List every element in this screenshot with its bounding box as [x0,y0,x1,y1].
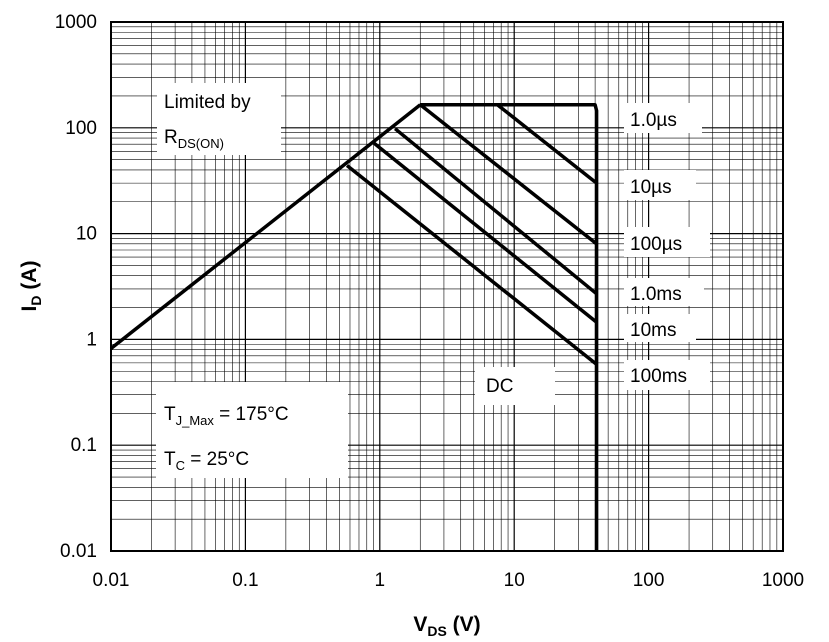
limited-by-annotation: Limited by RDS(ON) [157,83,281,155]
curve-label-box [624,103,702,133]
y-axis-title-unit: (A) [18,261,41,296]
plot-frame [110,21,784,552]
curve-label-box [624,278,704,306]
curve-label-1us: 1.0µs [630,110,677,131]
curve-label-box [475,367,555,405]
y-tick-label: 1000 [55,12,97,33]
tj-sub: J_Max [176,413,215,428]
curve-label-10us: 10µs [630,177,672,198]
y-tick-labels: 0.01 0.1 1 10 100 1000 [55,12,97,562]
curve-label-10ms: 10ms [630,320,676,341]
curve-label-box [624,314,696,342]
y-tick-label: 100 [65,118,97,139]
tc-rest: = 25°C [185,449,249,470]
curve-labels: 1.0µs 10µs 100µs 1.0ms 10ms 100ms DC [475,103,710,405]
series-line-5 [372,141,598,324]
series-line-4 [393,127,598,296]
y-tick-label: 1 [86,329,97,350]
x-tick-label: 100 [633,570,665,591]
limited-by-sub: DS(ON) [178,136,224,151]
x-axis-title-main: V [413,613,427,636]
y-tick-label: 10 [76,224,97,245]
x-tick-label: 1 [375,570,386,591]
x-axis-title-unit: (V) [447,613,481,636]
limited-by-line2: RDS(ON) [164,127,224,151]
x-tick-labels: 0.01 0.1 1 10 100 1000 [93,570,805,591]
x-tick-label: 1000 [762,570,804,591]
tj-rest: = 175°C [214,404,289,425]
y-axis-title: ID (A) [18,261,44,312]
x-axis-title: VDS (V) [413,613,480,639]
x-axis-title-sub: DS [427,623,446,639]
series-line-0 [109,103,422,350]
conditions-annotation: TJ_Max = 175°C TC = 25°C [156,382,348,478]
series-line-2 [496,103,598,185]
series-group [109,103,599,551]
y-tick-label: 0.1 [71,435,97,456]
tj-main: T [164,404,176,425]
curve-label-100us: 100µs [630,234,682,255]
tc-label: TC = 25°C [164,449,249,473]
tc-main: T [164,449,176,470]
series-line-6 [345,164,598,366]
series-line-1 [420,103,599,551]
limited-by-r: R [164,127,178,148]
limited-by-line1: Limited by [164,92,251,113]
limited-by-box [157,83,281,155]
conditions-box [156,382,348,478]
curve-label-100ms: 100ms [630,366,687,387]
x-tick-label: 10 [504,570,525,591]
curve-label-1ms: 1.0ms [630,284,682,305]
curve-label-box [624,227,710,257]
y-axis-title-main: I [18,306,41,312]
tj-max-label: TJ_Max = 175°C [164,404,289,428]
curve-label-box [624,360,710,390]
y-axis-title-sub: D [28,296,44,306]
series-line-3 [419,103,598,246]
curve-label-box [624,170,696,200]
y-tick-label: 0.01 [60,541,97,562]
x-tick-label: 0.1 [232,570,258,591]
curve-label-dc: DC [486,376,513,397]
tc-sub: C [176,458,185,473]
x-tick-label: 0.01 [93,570,130,591]
